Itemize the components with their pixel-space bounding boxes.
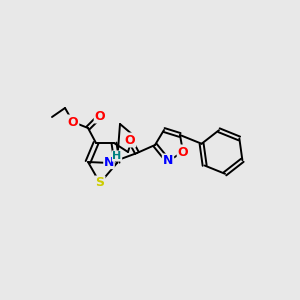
Text: H: H: [112, 151, 122, 161]
Text: O: O: [68, 116, 78, 128]
Text: O: O: [125, 134, 135, 146]
Text: S: S: [95, 176, 104, 190]
Text: N: N: [104, 155, 114, 169]
Text: O: O: [95, 110, 105, 122]
Text: O: O: [178, 146, 188, 158]
Text: N: N: [163, 154, 173, 167]
